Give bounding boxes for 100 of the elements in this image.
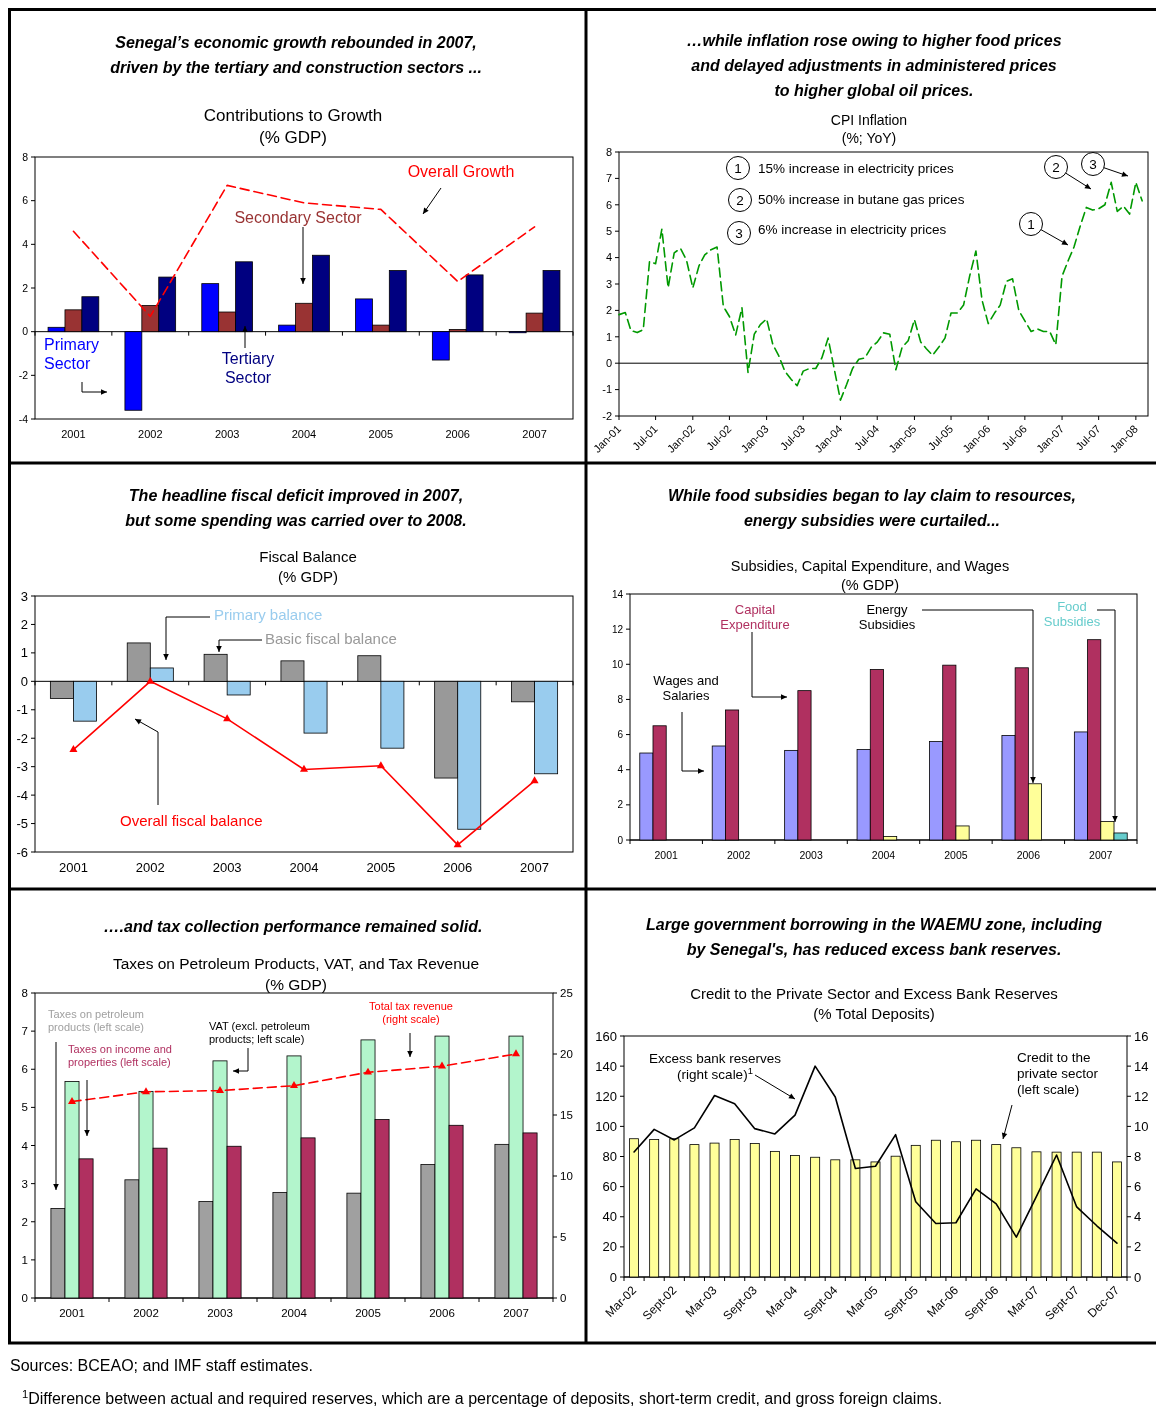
y2-tick-label: 4 (1134, 1209, 1142, 1225)
legend-label: Basic fiscal balance (265, 630, 397, 648)
x-tick-label: 2001 (58, 859, 88, 875)
x-tick-label: 2007 (522, 427, 547, 440)
chart-subtitle: Fiscal Balance (% GDP) (259, 548, 357, 585)
chart-subtitle: CPI Inflation (%; YoY) (830, 111, 908, 146)
text: Capital Expenditure (720, 601, 790, 633)
y-tick-label: 6 (605, 198, 612, 211)
y-tick-label: -5 (16, 816, 28, 832)
legend-label: Tertiary Sector (221, 350, 275, 387)
annotation: 3 (735, 225, 743, 241)
point (376, 761, 385, 769)
chart-subtitle: Taxes on Petroleum Products, VAT, and Tax Revenue (% GDP) (112, 955, 480, 993)
y-tick-label: 3 (21, 1177, 28, 1190)
line-series (618, 181, 1143, 401)
y-tick-label: 0 (22, 325, 29, 338)
y-tick-label: 2 (22, 281, 29, 294)
y-tick-label: 8 (22, 150, 29, 163)
legend-label: Primary Sector (44, 336, 100, 373)
x-tick-label: 2003 (207, 1307, 233, 1320)
annotation: 1 (734, 160, 742, 176)
point (299, 764, 309, 772)
y-tick-label: 0 (605, 357, 612, 370)
y-tick-label: -4 (16, 787, 28, 803)
text: Credit to the private sector (left scale) (1017, 1049, 1099, 1097)
y2-tick-label: 8 (1134, 1149, 1142, 1165)
y2-tick-label: 5 (560, 1231, 567, 1244)
x-tick-label: 2005 (366, 859, 396, 875)
text: Taxes on petroleum products (left scale) (48, 1008, 144, 1034)
point (530, 776, 539, 784)
y2-tick-label: 12 (1134, 1088, 1149, 1104)
x-tick-label: 2001 (654, 848, 679, 861)
line-series (72, 184, 536, 318)
y-tick-label: 2 (20, 616, 28, 632)
y-tick-label: 8 (605, 145, 612, 158)
y-tick-label: 0 (617, 834, 624, 846)
y2-tick-label: 15 (560, 1109, 573, 1122)
x-tick-label: 2003 (799, 848, 823, 861)
y-tick-label: 60 (602, 1179, 617, 1195)
x-tick-label: 2002 (133, 1307, 159, 1320)
x-tick-label: 2003 (212, 859, 242, 875)
x-tick-label: 2005 (944, 848, 968, 861)
y2-tick-label: 16 (1134, 1028, 1149, 1044)
y-tick-label: -4 (18, 412, 29, 425)
y-tick-label: 3 (605, 277, 612, 290)
chart-title: ….and tax collection performance remained solid. (103, 917, 483, 935)
text: Primary balance (214, 606, 323, 624)
y-tick-label: 14 (611, 588, 624, 600)
x-tick-label: 2006 (443, 859, 473, 875)
y-tick-label: 7 (21, 1025, 28, 1038)
y-tick-label: 7 (605, 172, 612, 185)
chart-title: …while inflation rose owing to higher food prices and delayed adjustments in administered prices to higher global oil prices. (686, 32, 1062, 99)
point (146, 676, 155, 684)
y-tick-label: 6 (617, 729, 624, 741)
y-tick-label: 4 (605, 251, 612, 264)
point (511, 1049, 521, 1057)
x-tick-label: 2002 (135, 859, 165, 875)
point (223, 714, 232, 722)
text: Food Subsidies (1043, 598, 1101, 630)
text: 1 (1027, 216, 1035, 232)
y-tick-label: 0 (20, 673, 28, 689)
y-tick-label: 4 (22, 238, 29, 251)
x-tick-label: 2003 (214, 427, 240, 440)
x-tick-label: 2001 (59, 1307, 85, 1320)
y-tick-label: 6 (22, 194, 29, 207)
annotation: 15% increase in electricity prices (758, 160, 955, 176)
chart-title: The headline fiscal deficit improved in 2007, but some spending was carried over to 2008. (125, 486, 467, 529)
text: 3 (1089, 156, 1097, 172)
y-tick-label: -2 (602, 409, 612, 422)
text: Overall Growth (407, 162, 515, 180)
source-note: Sources: BCEAO; and IMF staff estimates. (10, 1356, 313, 1374)
y2-tick-label: 0 (1134, 1269, 1142, 1285)
y-tick-label: 140 (595, 1058, 617, 1074)
x-tick-label: 2007 (1089, 848, 1113, 861)
point (453, 840, 462, 848)
y2-tick-label: 10 (560, 1170, 573, 1183)
y2-tick-label: 25 (560, 987, 573, 1000)
text: Taxes on income and properties (left scale) (68, 1043, 172, 1069)
text: Total tax revenue (right scale) (369, 1000, 453, 1026)
y-tick-label: 8 (617, 693, 624, 705)
y-tick-label: 8 (21, 987, 28, 1000)
x-tick-label: 2006 (1016, 848, 1041, 861)
x-tick-label: 2007 (520, 859, 550, 875)
y-tick-label: 100 (595, 1118, 617, 1134)
y-tick-label: 6 (21, 1063, 28, 1076)
chart-subtitle: Credit to the Private Sector and Excess Bank Reserves (% Total Deposits) (690, 985, 1058, 1022)
y-tick-label: 80 (602, 1149, 617, 1165)
x-tick-label: 2005 (355, 1307, 381, 1320)
y-tick-label: 2 (605, 304, 612, 317)
chart-title: While food subsidies began to lay claim to resources, energy subsidies were curtailed... (667, 486, 1077, 529)
x-tick-label: 2006 (445, 427, 470, 440)
point (215, 1085, 225, 1093)
chart-subtitle: Subsidies, Capital Expenditure, and Wages (% GDP) (730, 557, 1010, 593)
y-tick-label: 12 (611, 623, 624, 635)
y2-tick-label: 20 (560, 1048, 573, 1061)
y-tick-label: 4 (21, 1139, 29, 1152)
annotation: 50% increase in butane gas prices (758, 191, 965, 207)
text: $^{1}$Difference between actual and required reserves, which are a percentage of deposits, short-term credit, and gross foreign claims. (22, 1387, 943, 1407)
y-tick-label: 40 (602, 1209, 617, 1225)
y-tick-label: 4 (617, 764, 624, 776)
